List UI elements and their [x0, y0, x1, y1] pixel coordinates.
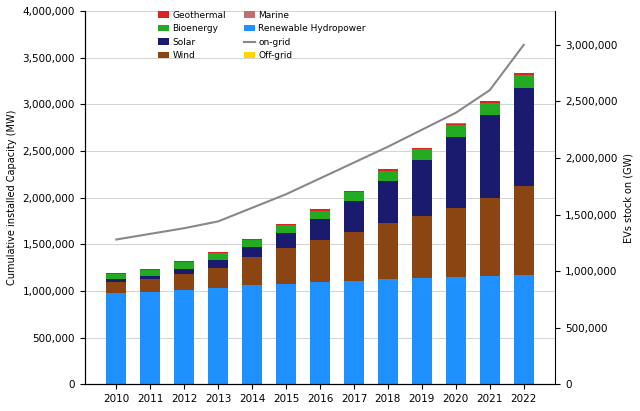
Bar — [242, 240, 262, 247]
Y-axis label: EVs stock on (GW): EVs stock on (GW) — [623, 152, 633, 242]
Bar — [174, 274, 195, 290]
Bar — [378, 279, 398, 384]
Bar — [378, 169, 398, 171]
Bar — [479, 115, 500, 198]
Bar — [378, 223, 398, 279]
Bar — [513, 187, 534, 275]
Bar — [310, 219, 330, 240]
Bar — [140, 276, 161, 279]
Bar — [140, 292, 161, 384]
Bar — [242, 285, 262, 384]
Bar — [344, 192, 364, 201]
Bar — [174, 262, 195, 268]
Bar — [479, 198, 500, 276]
Legend: Geothermal, Bioenergy, Solar, Wind, Marine, Renewable Hydropower, on-grid, Off-g: Geothermal, Bioenergy, Solar, Wind, Mari… — [155, 8, 369, 63]
Bar — [208, 288, 228, 384]
Bar — [208, 252, 228, 253]
Bar — [310, 240, 330, 282]
Bar — [479, 101, 500, 103]
Bar — [140, 279, 161, 292]
Bar — [412, 278, 432, 384]
Bar — [513, 73, 534, 75]
Bar — [276, 248, 296, 284]
Bar — [412, 148, 432, 149]
Bar — [106, 274, 127, 279]
Bar — [479, 103, 500, 115]
Bar — [445, 277, 466, 384]
Bar — [208, 260, 228, 268]
Bar — [310, 209, 330, 210]
Bar — [378, 171, 398, 181]
Bar — [310, 282, 330, 384]
Y-axis label: Cumulative installed Capacity (MW): Cumulative installed Capacity (MW) — [7, 110, 17, 285]
Bar — [513, 275, 534, 384]
Bar — [445, 124, 466, 125]
Bar — [140, 270, 161, 276]
Bar — [412, 149, 432, 160]
Bar — [174, 290, 195, 384]
Bar — [445, 125, 466, 137]
Bar — [276, 224, 296, 225]
Bar — [344, 281, 364, 384]
Bar — [344, 201, 364, 232]
Bar — [344, 232, 364, 281]
Bar — [140, 269, 161, 270]
Bar — [378, 181, 398, 223]
Bar — [276, 233, 296, 248]
Bar — [276, 284, 296, 384]
Bar — [276, 225, 296, 233]
Bar — [513, 75, 534, 88]
Bar — [174, 268, 195, 274]
Bar — [174, 261, 195, 262]
Bar — [310, 210, 330, 219]
Bar — [106, 279, 127, 282]
Bar — [412, 160, 432, 216]
Bar — [344, 191, 364, 192]
Bar — [106, 282, 127, 293]
Bar — [513, 88, 534, 187]
Bar — [479, 276, 500, 384]
Bar — [445, 137, 466, 208]
Bar — [106, 293, 127, 384]
Bar — [208, 253, 228, 260]
Bar — [445, 208, 466, 277]
Bar — [208, 268, 228, 288]
Bar — [412, 216, 432, 278]
Bar — [106, 273, 127, 274]
Bar — [242, 257, 262, 285]
Bar — [242, 239, 262, 240]
Bar — [242, 247, 262, 257]
